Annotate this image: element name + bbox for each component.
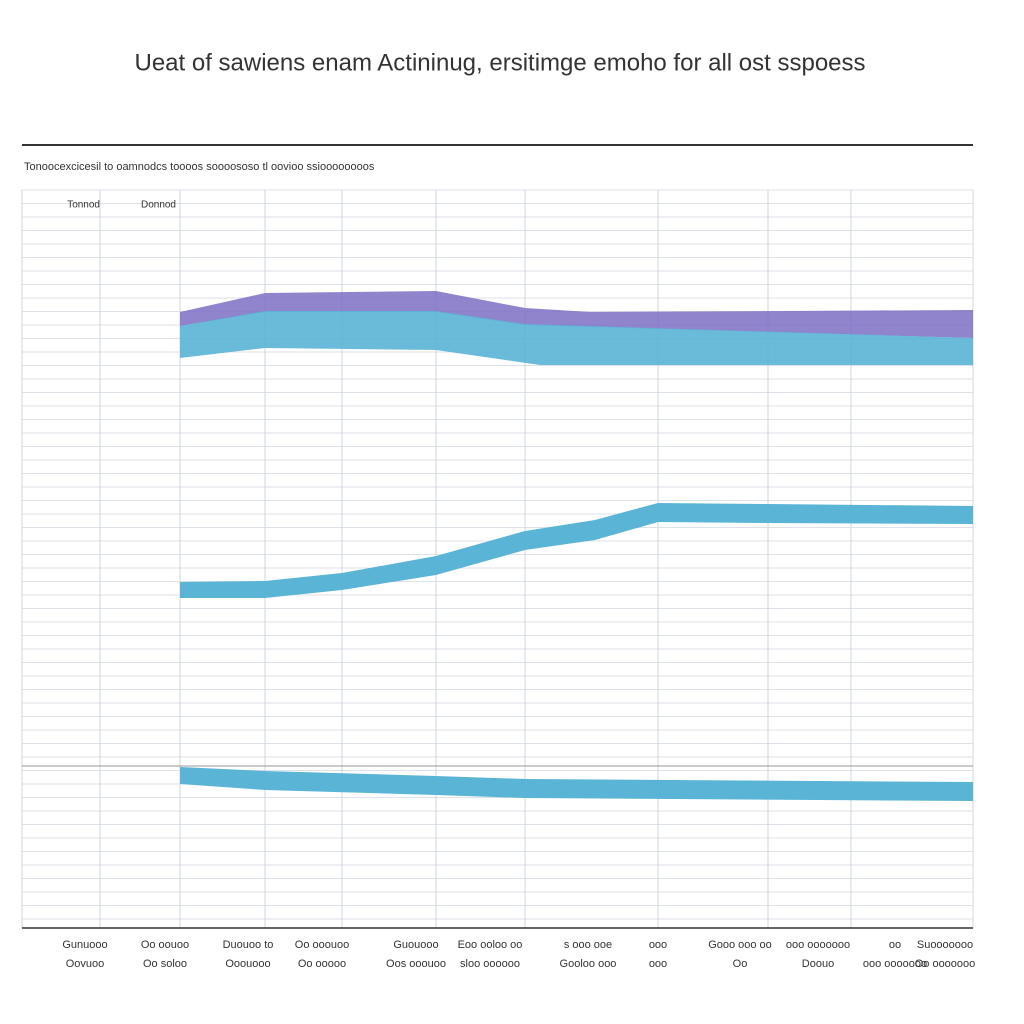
band xyxy=(180,767,973,801)
footer-label: Oovuoo xyxy=(66,958,105,970)
footer-label: Gooo ooo oo xyxy=(708,939,772,951)
footer-label: Duouoo to xyxy=(223,939,274,951)
footer-label: Oos ooouoo xyxy=(386,958,446,970)
footer-label: s ooo ooe xyxy=(564,939,612,951)
footer-label: Oo ooooooo xyxy=(915,958,976,970)
footer-label: Suooooooo xyxy=(917,939,973,951)
column-header: Donnod xyxy=(141,200,176,211)
band xyxy=(180,291,973,338)
footer-label: Oo xyxy=(733,958,748,970)
footer-label: Oo oouoo xyxy=(141,939,189,951)
band xyxy=(180,503,973,598)
footer-label: Guouooo xyxy=(393,939,438,951)
footer-label: ooo xyxy=(649,939,667,951)
footer-label: Gooloo ooo xyxy=(560,958,617,970)
footer-label: Oo soloo xyxy=(143,958,187,970)
table-grid xyxy=(21,189,974,928)
footer-label: ooo ooooooo xyxy=(863,958,927,970)
title: Ueat of sawiens enam Actininug, ersitimg… xyxy=(134,49,865,76)
footer-label: Doouo xyxy=(802,958,834,970)
footer-label: Gunuooo xyxy=(62,939,107,951)
footer-label: ooo ooooooo xyxy=(786,939,850,951)
footer-label: Ooouooo xyxy=(225,958,270,970)
band xyxy=(180,311,973,365)
footer-label: Oo ooooo xyxy=(298,958,346,970)
subtitle: Tonoocexcicesil to oamnodcs toooos soooo… xyxy=(24,161,375,173)
footer-label: Eoo ooloo oo xyxy=(458,939,523,951)
footer: Gunuooo Oo oouoo Duouoo to Oo ooouoo Guouooo… xyxy=(62,939,975,970)
column-header: Tonnod xyxy=(67,200,100,211)
footer-label: ooo xyxy=(649,958,667,970)
footer-label: oo xyxy=(889,939,901,951)
footer-label: Oo ooouoo xyxy=(295,939,349,951)
footer-label: sloo oooooo xyxy=(460,958,520,970)
